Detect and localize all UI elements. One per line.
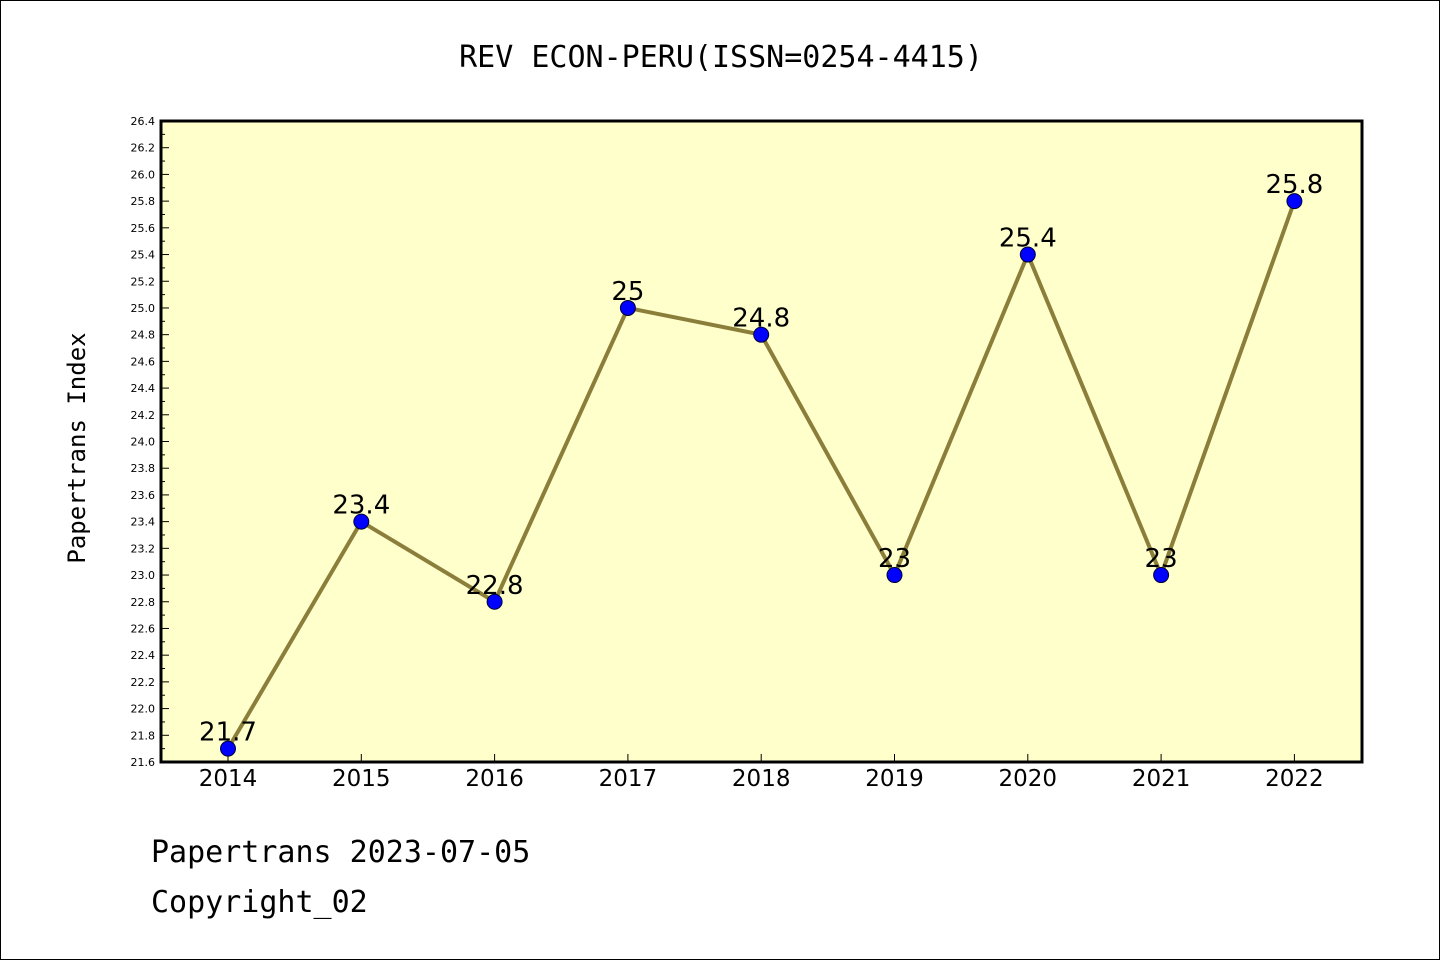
x-tick-label: 2016 <box>465 766 524 792</box>
data-label: 23.4 <box>332 491 390 521</box>
y-tick-label: 23.8 <box>131 462 156 475</box>
y-tick-label: 23.4 <box>131 516 156 529</box>
y-tick-label: 25.0 <box>131 302 156 315</box>
y-tick-label: 22.8 <box>131 596 156 609</box>
y-tick-label: 24.2 <box>131 409 156 422</box>
y-tick-label: 23.0 <box>131 569 156 582</box>
y-tick-label: 22.6 <box>131 622 156 635</box>
x-axis-ticks: 2014 2015 2016 2017 2018 2019 2020 2021 2022 <box>199 754 1324 792</box>
y-tick-label: 22.2 <box>131 676 156 689</box>
chart-title: REV ECON-PERU(ISSN=0254-4415) <box>459 40 983 75</box>
y-tick-label: 23.6 <box>131 489 156 502</box>
y-tick-label: 24.4 <box>131 382 156 395</box>
x-tick-label: 2020 <box>999 766 1058 792</box>
y-tick-label: 26.2 <box>131 142 156 155</box>
x-tick-label: 2018 <box>732 766 791 792</box>
data-label: 23 <box>1145 544 1178 574</box>
data-point <box>753 326 770 343</box>
data-point <box>353 513 370 530</box>
x-tick-label: 2022 <box>1265 766 1324 792</box>
data-label: 25.8 <box>1265 170 1323 200</box>
y-tick-label: 25.8 <box>131 195 156 208</box>
data-point <box>1286 193 1303 210</box>
data-markers <box>220 193 1303 757</box>
y-tick-label: 25.6 <box>131 222 156 235</box>
y-axis-ticks: 21.6 21.8 22.0 22.2 22.4 22.6 22.8 23.0 23.2 23.4… <box>131 115 169 769</box>
y-axis-label: Papertrans Index <box>63 332 91 563</box>
data-point <box>1019 246 1036 263</box>
data-label: 25.4 <box>999 224 1057 254</box>
data-point <box>220 740 236 757</box>
y-tick-label: 22.4 <box>131 649 156 662</box>
footer-date: Papertrans 2023-07-05 <box>151 835 531 870</box>
data-label: 25 <box>611 277 644 307</box>
x-tick-label: 2019 <box>865 766 924 792</box>
y-tick-label: 21.6 <box>131 756 156 769</box>
data-label: 24.8 <box>732 304 790 334</box>
y-tick-label: 22.0 <box>131 703 156 716</box>
y-tick-label: 26.0 <box>131 168 156 181</box>
footer-copyright: Copyright_02 <box>151 885 368 920</box>
y-tick-label: 24.8 <box>131 329 156 342</box>
y-tick-label: 24.0 <box>131 436 156 449</box>
x-tick-label: 2015 <box>332 766 391 792</box>
y-tick-label: 21.8 <box>131 729 156 742</box>
y-tick-label: 26.4 <box>131 115 156 128</box>
x-tick-label: 2017 <box>599 766 658 792</box>
data-label: 22.8 <box>466 571 524 601</box>
data-point <box>886 567 903 584</box>
x-tick-label: 2021 <box>1132 766 1191 792</box>
data-labels: 21.7 23.4 22.8 25 24.8 23 25.4 23 25.8 <box>199 170 1323 748</box>
data-label: 21.7 <box>199 718 257 748</box>
data-point <box>486 593 503 610</box>
data-point <box>1153 567 1170 584</box>
data-label: 23 <box>878 544 911 574</box>
data-point <box>619 299 636 316</box>
plot-area <box>159 119 1364 764</box>
y-tick-label: 25.4 <box>131 249 156 262</box>
x-tick-label: 2014 <box>199 766 258 792</box>
y-tick-label: 23.2 <box>131 542 156 555</box>
y-tick-label: 25.2 <box>131 275 156 288</box>
y-tick-label: 24.6 <box>131 355 156 368</box>
